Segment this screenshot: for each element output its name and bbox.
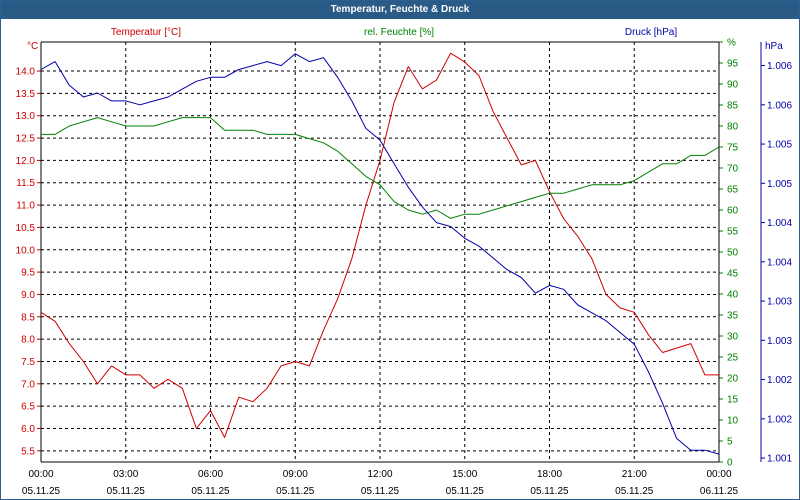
humidity-tick-label: 35 (727, 311, 739, 322)
x-tick-date: 06.11.25 (700, 486, 739, 497)
humidity-tick-label: 65 (727, 185, 739, 196)
pressure-tick-label: 1.003 (767, 297, 792, 308)
x-tick-date: 05.11.25 (361, 486, 400, 497)
humidity-tick-label: 95 (727, 59, 739, 70)
x-tick-date: 05.11.25 (191, 486, 230, 497)
axis-lines (37, 41, 765, 463)
pressure-tick-label: 1.003 (767, 336, 792, 347)
x-tick-time: 00:00 (28, 469, 53, 480)
humidity-tick-label: 70 (727, 164, 739, 175)
temp-tick-label: 13.0 (16, 111, 36, 122)
pressure-tick-label: 1.006 (767, 61, 792, 72)
temp-tick-label: 9.0 (21, 290, 35, 301)
pressure-tick-label: 1.005 (767, 140, 792, 151)
temp-tick-label: 11.0 (16, 201, 35, 212)
pressure-series-line (40, 53, 720, 455)
humidity-unit-label: % (727, 38, 736, 49)
temp-tick-label: 9.5 (21, 268, 35, 279)
x-tick-date: 05.11.25 (530, 486, 569, 497)
humidity-tick-label: 30 (727, 332, 739, 343)
humidity-series-line (41, 117, 720, 219)
temp-tick-label: 6.5 (21, 402, 35, 413)
humidity-tick-label: 45 (727, 269, 739, 280)
pressure-tick-label: 1.002 (767, 375, 792, 386)
temp-tick-label: 12.0 (16, 156, 36, 167)
humidity-tick-label: 5 (727, 437, 733, 448)
temp-tick-label: 12.5 (16, 134, 36, 145)
temp-tick-label: 10.0 (16, 245, 36, 256)
pressure-tick-label: 1.001 (767, 454, 792, 465)
humidity-tick-label: 75 (727, 143, 739, 154)
series-lines (40, 52, 720, 455)
humidity-tick-label: 10 (727, 416, 739, 427)
x-tick-time: 21:00 (622, 469, 647, 480)
x-tick-time: 09:00 (283, 469, 308, 480)
temp-tick-label: 8.5 (21, 312, 35, 323)
humidity-tick-label: 80 (727, 122, 739, 133)
humidity-tick-label: 60 (727, 206, 739, 217)
x-tick-date: 05.11.25 (446, 486, 485, 497)
humidity-tick-label: 0 (727, 458, 733, 469)
pressure-tick-label: 1.005 (767, 179, 792, 190)
x-tick-time: 15:00 (452, 469, 477, 480)
humidity-tick-label: 20 (727, 374, 739, 385)
humidity-tick-label: 15 (727, 395, 739, 406)
x-tick-date: 05.11.25 (22, 486, 61, 497)
humidity-tick-label: 55 (727, 227, 739, 238)
pressure-tick-label: 1.006 (767, 100, 792, 111)
pressure-tick-label: 1.002 (767, 414, 792, 425)
humidity-tick-label: 50 (727, 248, 739, 259)
humidity-tick-label: 85 (727, 101, 739, 112)
temp-tick-label: 13.5 (16, 89, 36, 100)
temp-tick-label: 11.5 (16, 178, 35, 189)
humidity-tick-label: 90 (727, 80, 739, 91)
x-tick-time: 18:00 (537, 469, 562, 480)
temp-tick-label: 6.0 (21, 424, 35, 435)
x-tick-time: 03:00 (113, 469, 138, 480)
temperature-series-line (40, 52, 719, 438)
temp-tick-label: 5.5 (21, 446, 35, 457)
grid-lines (41, 42, 719, 462)
temp-tick-label: 7.0 (21, 379, 35, 390)
temp-axis-label: Temperatur [°C] (111, 27, 181, 38)
pressure-axis-label: Druck [hPa] (625, 27, 677, 38)
tick-labels: 00:00 05.11.25 03:00 05.11.25 06:00 05.11.25 0… (16, 38, 793, 498)
pressure-unit-label: hPa (765, 41, 783, 52)
chart-title: Temperatur, Feuchte & Druck (1, 1, 799, 19)
x-tick-date: 05.11.25 (276, 486, 315, 497)
humidity-tick-label: 25 (727, 353, 739, 364)
x-tick-time: 06:00 (198, 469, 223, 480)
pressure-tick-label: 1.004 (767, 257, 792, 268)
humidity-tick-label: 40 (727, 290, 739, 301)
x-tick-time: 00:00 (706, 469, 731, 480)
temp-tick-label: 10.5 (16, 223, 36, 234)
x-tick-time: 12:00 (367, 469, 392, 480)
humidity-axis-label: rel. Feuchte [%] (364, 27, 434, 38)
x-tick-date: 05.11.25 (107, 486, 146, 497)
temp-unit-label: °C (27, 41, 38, 52)
temp-tick-label: 8.0 (21, 335, 35, 346)
temp-tick-label: 7.5 (21, 357, 35, 368)
x-tick-date: 05.11.25 (615, 486, 654, 497)
temp-tick-label: 14.0 (16, 67, 36, 78)
pressure-tick-label: 1.004 (767, 218, 792, 229)
